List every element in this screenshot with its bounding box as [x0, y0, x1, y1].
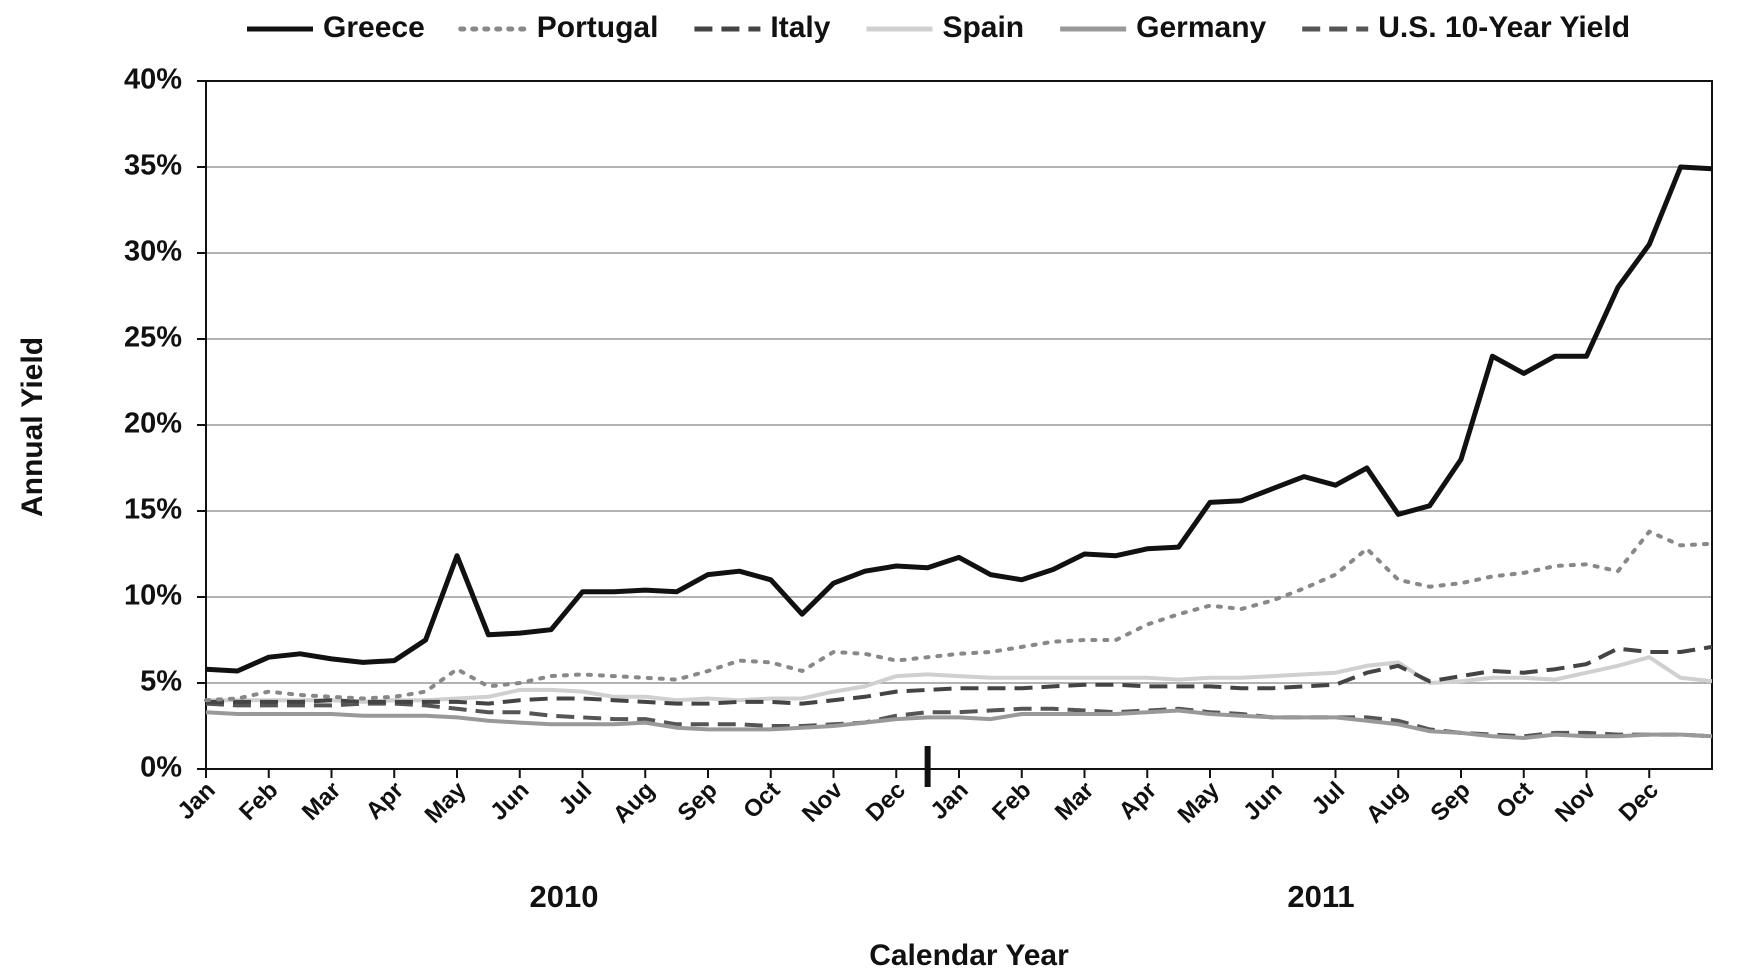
x-tick-label: Aug — [608, 777, 660, 829]
year-label: 2010 — [530, 879, 599, 914]
x-tick-label: Dec — [1614, 777, 1664, 827]
x-tick-label: Apr — [361, 777, 409, 825]
series-line — [206, 655, 1713, 704]
x-axis-title: Calendar Year — [869, 939, 1069, 972]
legend-label: Spain — [942, 11, 1024, 44]
legend-label: U.S. 10-Year Yield — [1378, 11, 1630, 44]
series-line — [205, 708, 1713, 740]
x-tick-label: Sep — [673, 777, 723, 827]
x-tick-label: Oct — [1491, 777, 1538, 824]
series-line — [206, 644, 1713, 706]
x-tick-label: May — [420, 776, 473, 829]
x-tick-label: Jun — [1238, 777, 1287, 826]
y-axis-title: Annual Yield — [16, 337, 49, 517]
x-tick-label: Jul — [554, 777, 598, 821]
legend-label: Germany — [1136, 11, 1266, 44]
x-tick-label: May — [1173, 776, 1226, 829]
x-tick-label: Sep — [1426, 777, 1476, 827]
legend-label: Italy — [770, 11, 830, 44]
y-tick-label: 0% — [140, 752, 182, 784]
x-tick-label: Jan — [172, 777, 220, 825]
x-tick-label: Mar — [297, 777, 346, 826]
series-line — [205, 701, 1713, 739]
x-tick-label: Jan — [925, 777, 973, 825]
legend-label: Portugal — [537, 11, 659, 44]
x-tick-label: Nov — [797, 776, 849, 828]
x-tick-label: Jun — [485, 777, 534, 826]
y-tick-label: 15% — [124, 494, 182, 526]
y-tick-label: 25% — [124, 322, 182, 354]
x-tick-label: Feb — [987, 777, 1036, 826]
x-tick-label: Apr — [1114, 777, 1162, 825]
x-tick-label: Aug — [1361, 777, 1413, 829]
x-tick-label: Oct — [738, 777, 785, 824]
x-tick-label: Dec — [861, 777, 911, 827]
year-label: 2011 — [1287, 879, 1354, 914]
x-tick-label: Nov — [1550, 776, 1602, 828]
y-tick-label: 35% — [124, 150, 182, 182]
y-tick-label: 10% — [124, 580, 182, 612]
series-line — [205, 164, 1713, 674]
y-tick-label: 5% — [140, 666, 182, 698]
y-tick-label: 30% — [124, 236, 182, 268]
y-tick-label: 20% — [124, 408, 182, 440]
x-tick-label: Mar — [1050, 777, 1099, 826]
x-tick-label: Jul — [1307, 777, 1351, 821]
y-tick-label: 40% — [124, 64, 182, 96]
legend-label: Greece — [323, 11, 425, 44]
x-tick-label: Feb — [234, 777, 283, 826]
